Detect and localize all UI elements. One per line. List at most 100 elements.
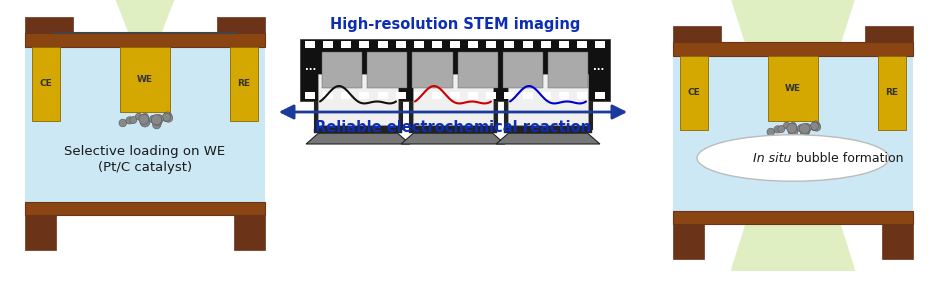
FancyBboxPatch shape bbox=[119, 47, 170, 112]
Circle shape bbox=[139, 114, 149, 124]
FancyBboxPatch shape bbox=[318, 74, 398, 125]
Circle shape bbox=[777, 126, 785, 133]
FancyBboxPatch shape bbox=[314, 129, 402, 133]
Circle shape bbox=[810, 123, 819, 131]
FancyBboxPatch shape bbox=[409, 129, 497, 133]
FancyBboxPatch shape bbox=[673, 26, 721, 41]
FancyBboxPatch shape bbox=[878, 55, 906, 130]
FancyBboxPatch shape bbox=[431, 41, 442, 48]
FancyBboxPatch shape bbox=[673, 210, 913, 225]
Circle shape bbox=[801, 130, 808, 138]
FancyBboxPatch shape bbox=[359, 92, 369, 99]
FancyBboxPatch shape bbox=[25, 215, 56, 250]
FancyBboxPatch shape bbox=[305, 41, 315, 48]
Circle shape bbox=[164, 114, 173, 122]
Polygon shape bbox=[730, 133, 855, 271]
FancyBboxPatch shape bbox=[486, 41, 496, 48]
Circle shape bbox=[142, 113, 149, 120]
Polygon shape bbox=[112, 0, 179, 33]
FancyBboxPatch shape bbox=[468, 92, 478, 99]
FancyBboxPatch shape bbox=[409, 70, 497, 129]
FancyBboxPatch shape bbox=[523, 41, 532, 48]
FancyBboxPatch shape bbox=[25, 33, 265, 47]
FancyBboxPatch shape bbox=[217, 17, 265, 33]
FancyBboxPatch shape bbox=[681, 55, 708, 130]
FancyBboxPatch shape bbox=[414, 41, 424, 48]
Text: High-resolution STEM imaging: High-resolution STEM imaging bbox=[330, 17, 580, 31]
FancyBboxPatch shape bbox=[396, 41, 406, 48]
FancyBboxPatch shape bbox=[230, 47, 258, 121]
Text: In situ: In situ bbox=[753, 152, 791, 164]
Text: Reliable electrochemical reaction: Reliable electrochemical reaction bbox=[315, 120, 591, 136]
Circle shape bbox=[799, 124, 809, 134]
Circle shape bbox=[155, 115, 164, 123]
FancyBboxPatch shape bbox=[504, 70, 592, 129]
FancyBboxPatch shape bbox=[882, 225, 913, 259]
Text: ···: ··· bbox=[593, 65, 604, 75]
FancyBboxPatch shape bbox=[305, 92, 315, 99]
FancyBboxPatch shape bbox=[300, 39, 610, 101]
FancyBboxPatch shape bbox=[548, 52, 588, 88]
FancyBboxPatch shape bbox=[523, 92, 532, 99]
FancyBboxPatch shape bbox=[341, 92, 352, 99]
Circle shape bbox=[164, 112, 172, 120]
Circle shape bbox=[783, 122, 791, 129]
Circle shape bbox=[163, 114, 170, 122]
FancyBboxPatch shape bbox=[359, 41, 369, 48]
Text: CE: CE bbox=[39, 79, 53, 88]
Text: WE: WE bbox=[137, 75, 153, 84]
FancyBboxPatch shape bbox=[431, 92, 442, 99]
Circle shape bbox=[774, 126, 781, 133]
FancyBboxPatch shape bbox=[768, 55, 818, 121]
Polygon shape bbox=[730, 0, 855, 133]
Circle shape bbox=[788, 126, 798, 136]
FancyBboxPatch shape bbox=[577, 92, 587, 99]
Polygon shape bbox=[496, 133, 600, 144]
Circle shape bbox=[787, 123, 797, 133]
Circle shape bbox=[154, 118, 162, 126]
Circle shape bbox=[811, 121, 820, 130]
FancyBboxPatch shape bbox=[413, 74, 493, 125]
Text: CE: CE bbox=[688, 88, 700, 97]
FancyBboxPatch shape bbox=[504, 129, 592, 133]
Circle shape bbox=[152, 121, 161, 129]
Text: RE: RE bbox=[238, 79, 250, 88]
Text: (Pt/C catalyst): (Pt/C catalyst) bbox=[98, 162, 192, 174]
FancyBboxPatch shape bbox=[32, 47, 60, 121]
FancyBboxPatch shape bbox=[314, 70, 402, 129]
FancyBboxPatch shape bbox=[25, 33, 265, 215]
Circle shape bbox=[812, 123, 821, 131]
FancyBboxPatch shape bbox=[505, 92, 514, 99]
FancyBboxPatch shape bbox=[341, 41, 352, 48]
Circle shape bbox=[119, 119, 127, 127]
FancyBboxPatch shape bbox=[673, 41, 913, 225]
FancyBboxPatch shape bbox=[396, 92, 406, 99]
FancyBboxPatch shape bbox=[450, 41, 460, 48]
Circle shape bbox=[797, 124, 806, 132]
Circle shape bbox=[790, 122, 796, 129]
FancyBboxPatch shape bbox=[378, 92, 387, 99]
Circle shape bbox=[810, 122, 819, 130]
FancyBboxPatch shape bbox=[505, 41, 514, 48]
FancyBboxPatch shape bbox=[414, 92, 424, 99]
FancyBboxPatch shape bbox=[673, 41, 913, 55]
Circle shape bbox=[151, 114, 162, 125]
Circle shape bbox=[149, 116, 157, 123]
FancyBboxPatch shape bbox=[540, 41, 551, 48]
Circle shape bbox=[803, 124, 811, 132]
Circle shape bbox=[126, 117, 133, 124]
FancyBboxPatch shape bbox=[486, 92, 496, 99]
FancyBboxPatch shape bbox=[673, 225, 704, 259]
FancyBboxPatch shape bbox=[234, 215, 265, 250]
FancyBboxPatch shape bbox=[25, 17, 73, 33]
Text: WE: WE bbox=[785, 84, 801, 93]
FancyBboxPatch shape bbox=[540, 92, 551, 99]
FancyBboxPatch shape bbox=[468, 41, 478, 48]
Circle shape bbox=[163, 113, 170, 121]
FancyBboxPatch shape bbox=[458, 52, 497, 88]
Circle shape bbox=[130, 116, 137, 124]
FancyBboxPatch shape bbox=[558, 92, 569, 99]
Circle shape bbox=[802, 127, 810, 135]
FancyBboxPatch shape bbox=[413, 52, 452, 88]
Circle shape bbox=[767, 128, 775, 136]
